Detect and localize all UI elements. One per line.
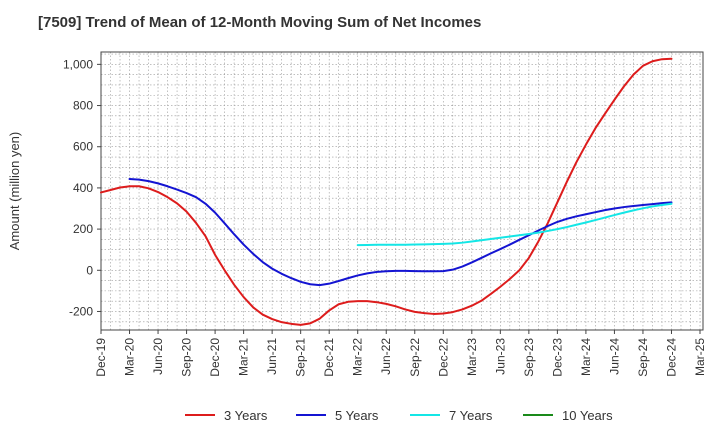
y-axis: -200 0 200 400 600 800 1,000 [63, 57, 101, 318]
legend-label-5-years: 5 Years [335, 408, 379, 423]
x-tick-label: Dec-20 [208, 338, 222, 377]
x-tick-label: Mar-20 [123, 338, 137, 376]
x-tick-label: Sep-21 [294, 338, 308, 377]
y-tick-label: 400 [73, 181, 93, 195]
x-tick-label: Sep-24 [636, 338, 650, 377]
series-lines [100, 57, 673, 326]
x-tick-label: Dec-23 [550, 338, 564, 377]
y-tick-label: 600 [73, 140, 93, 154]
y-tick-label: -200 [69, 304, 93, 318]
x-tick-label: Dec-21 [322, 338, 336, 377]
x-tick-label: Jun-23 [493, 338, 507, 375]
x-tick-label: Mar-22 [351, 338, 365, 376]
legend-label-7-years: 7 Years [449, 408, 493, 423]
x-tick-label: Sep-20 [180, 338, 194, 377]
grid-lines [100, 52, 703, 330]
x-tick-label: Dec-19 [94, 338, 108, 377]
plot-area [100, 51, 704, 331]
chart-title: [7509] Trend of Mean of 12-Month Moving … [38, 14, 482, 31]
x-tick-label: Jun-20 [151, 338, 165, 375]
x-tick-label: Sep-22 [408, 338, 422, 377]
legend: 3 Years 5 Years 7 Years 10 Years [185, 408, 613, 423]
legend-label-10-years: 10 Years [562, 408, 613, 423]
y-tick-label: 800 [73, 99, 93, 113]
x-tick-label: Dec-24 [664, 338, 678, 377]
y-axis-title: Amount (million yen) [7, 132, 22, 251]
y-tick-label: 200 [73, 222, 93, 236]
x-axis: Dec-19 Mar-20 Jun-20 Sep-20 Dec-20 Mar-21 Jun-… [94, 330, 707, 377]
x-tick-label: Dec-22 [436, 338, 450, 377]
x-tick-label: Mar-24 [579, 338, 593, 376]
series-line-3-years [100, 57, 673, 326]
legend-label-3-years: 3 Years [224, 408, 268, 423]
plot-border [100, 51, 704, 331]
x-tick-label: Sep-23 [522, 338, 536, 377]
series-line-5-years [128, 178, 673, 287]
x-tick-label: Mar-21 [237, 338, 251, 376]
x-tick-label: Jun-21 [265, 338, 279, 375]
y-tick-label: 1,000 [63, 57, 93, 71]
x-tick-label: Jun-24 [607, 338, 621, 375]
x-tick-label: Jun-22 [379, 338, 393, 375]
y-tick-label: 0 [86, 263, 93, 277]
series-line-7-years [356, 202, 673, 247]
x-tick-label: Mar-23 [465, 338, 479, 376]
x-tick-label: Mar-25 [693, 338, 707, 376]
